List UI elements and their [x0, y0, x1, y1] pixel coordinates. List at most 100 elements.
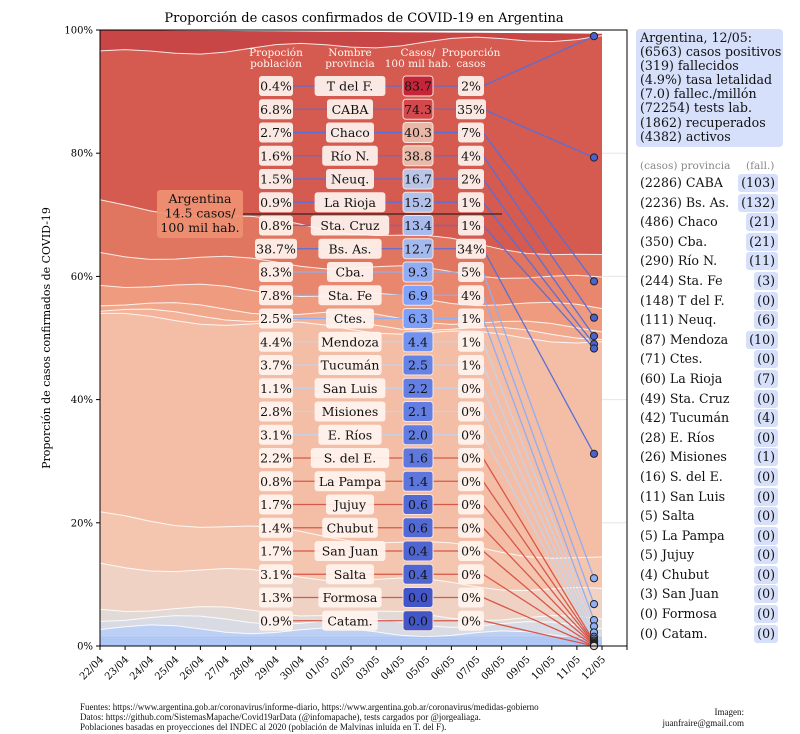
x-tick-label: 05/05: [404, 654, 432, 682]
province-name: Jujuy: [332, 497, 367, 512]
cases-per-100k: 2.5: [408, 358, 428, 373]
province-name: Chaco: [330, 125, 370, 140]
credit-email: juanfraire@gmail.com: [662, 718, 744, 728]
cell-background: [314, 471, 386, 492]
cell-background: [402, 424, 434, 446]
cases-share: 0%: [461, 381, 481, 396]
table-cell: 16.7: [402, 168, 434, 190]
table-cell: 3.1%: [259, 424, 293, 445]
cases-per-100k: 16.7: [404, 172, 432, 187]
cell-background: [458, 285, 484, 306]
column-header: 100 mil hab.: [385, 58, 451, 70]
column-header: provincia: [325, 58, 375, 70]
province-cases: (5) La Pampa: [640, 527, 725, 543]
province-cases: (148) T del F.: [640, 292, 725, 308]
cases-share: 0%: [461, 520, 481, 535]
table-cell: 0%: [458, 471, 484, 492]
cell-background: [402, 284, 434, 306]
cases-share: 1%: [461, 218, 481, 233]
cell-background: [259, 215, 293, 236]
cases-share: 5%: [461, 265, 481, 280]
table-cell: 2.7%: [259, 122, 293, 143]
table-cell: 38.7%: [255, 238, 297, 259]
cell-background: [402, 238, 434, 260]
table-cell: Chubut: [322, 517, 378, 538]
x-tick-label: 24/04: [128, 654, 156, 682]
table-cell: Formosa: [318, 587, 382, 608]
province-cases: (486) Chaco: [640, 214, 718, 230]
province-cases: (0) Catam.: [640, 625, 708, 641]
cases-per-100k: 0.6: [408, 520, 428, 535]
table-cell: 6.9: [402, 284, 434, 306]
cell-background: [458, 494, 484, 515]
province-name: Misiones: [322, 404, 379, 419]
cell-background: [402, 447, 434, 469]
cases-per-100k: 1.4: [408, 474, 428, 489]
summary-line: (4382) activos: [640, 128, 731, 144]
province-list-item: (2286) CABA (103): [640, 173, 780, 193]
x-tick-label: 27/04: [203, 654, 231, 682]
cell-background: [322, 145, 378, 166]
table-cell: 5%: [458, 262, 484, 282]
end-dot: [589, 574, 599, 583]
cell-background: [402, 145, 434, 167]
cell-background: [458, 541, 484, 561]
province-list-item: (5) La Pampa (0): [640, 526, 780, 546]
table-cell: Sta. Fe: [318, 285, 382, 306]
table-cell: 0%: [458, 610, 484, 631]
table-cell: 1%: [458, 355, 484, 375]
cases-share: 0%: [461, 590, 481, 605]
table-cell: 9.3: [402, 261, 434, 283]
end-dot: [589, 32, 599, 41]
cell-background: [318, 587, 382, 608]
table-cell: 2.5%: [259, 308, 293, 329]
cases-per-100k: 2.2: [408, 381, 428, 396]
province-list-item: (148) T del F. (0): [640, 291, 780, 311]
table-cell: 38.8: [402, 145, 434, 167]
province-deaths: (21): [746, 232, 778, 251]
cell-background: [402, 75, 434, 97]
cell-background: [326, 564, 374, 585]
area-band: [100, 624, 602, 646]
x-tick-label: 08/05: [480, 654, 508, 682]
summary-line: (4.9%) tasa letalidad: [640, 72, 773, 88]
table-cell: 0%: [458, 564, 484, 585]
cases-share: 4%: [461, 288, 481, 303]
cases-share: 0%: [461, 427, 481, 442]
province-list-item: (16) S. del E. (0): [640, 467, 780, 487]
population-share: 3.1%: [260, 427, 292, 442]
province-cases: (42) Tucumán: [640, 410, 730, 426]
table-cell: 0.9%: [259, 610, 293, 631]
province-cases: (244) Sta. Fe: [640, 272, 723, 288]
table-cell: Cba.: [327, 262, 373, 282]
province-cases: (350) Cba.: [640, 233, 708, 249]
y-tick-label: 0%: [77, 642, 93, 653]
table-cell: Jujuy: [326, 494, 374, 515]
cases-per-100k: 2.1: [408, 404, 428, 419]
cell-background: [458, 76, 484, 96]
cell-background: [259, 262, 293, 282]
credit-label: Imagen:: [714, 707, 745, 717]
population-share: 3.1%: [260, 567, 292, 582]
cases-per-100k: 2.0: [408, 427, 428, 442]
province-cases: (290) Río N.: [640, 253, 718, 269]
table-cell: 83.7: [402, 75, 434, 97]
cases-share: 35%: [457, 102, 485, 117]
cell-background: [458, 355, 484, 375]
province-deaths: (0): [754, 350, 778, 369]
cases-per-100k: 0.4: [408, 544, 428, 559]
plot-frame: [99, 29, 628, 647]
end-dot: [589, 344, 599, 353]
table-cell: Ctes.: [326, 308, 374, 329]
cell-background: [310, 215, 390, 236]
end-connector: [482, 387, 595, 638]
cell-background: [326, 494, 374, 515]
cell-background: [402, 540, 434, 562]
table-cell: 1.4%: [259, 517, 293, 538]
y-tick-label: 40%: [71, 395, 93, 406]
cell-background: [458, 169, 484, 189]
table-cell: La Rioja: [314, 192, 386, 213]
table-cell: 4%: [458, 145, 484, 166]
province-list-item: (111) Neuq. (6): [640, 310, 780, 330]
province-cases: (2286) CABA: [640, 175, 723, 190]
